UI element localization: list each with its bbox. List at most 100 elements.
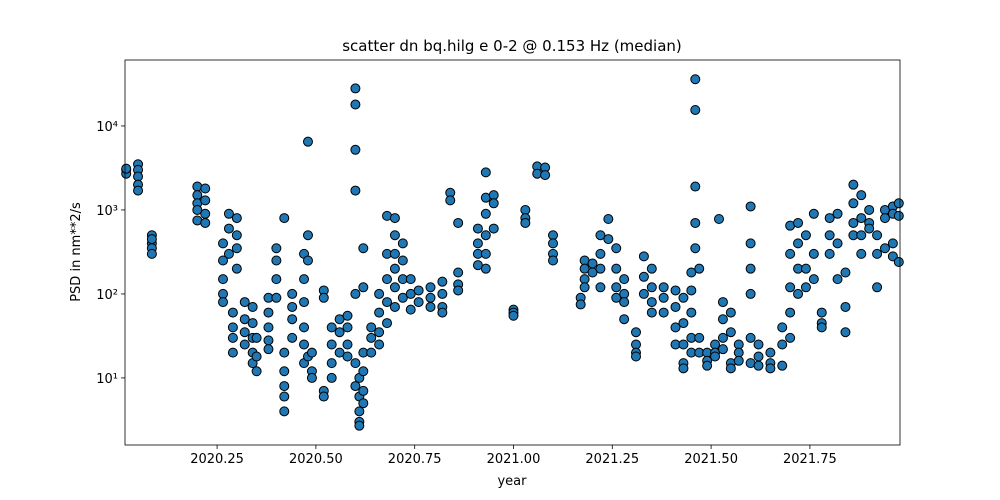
- point: [334, 327, 345, 338]
- point: [785, 332, 796, 343]
- point: [453, 217, 464, 228]
- point: [287, 288, 298, 299]
- point: [223, 223, 234, 234]
- point: [745, 288, 756, 299]
- point: [271, 292, 282, 303]
- point: [717, 332, 728, 343]
- point: [279, 381, 290, 392]
- x-axis-label: year: [497, 474, 527, 489]
- point: [358, 385, 369, 396]
- point: [717, 297, 728, 308]
- point: [231, 263, 242, 274]
- point: [611, 243, 622, 254]
- point: [793, 238, 804, 249]
- point: [382, 274, 393, 285]
- point: [800, 282, 811, 293]
- point: [753, 351, 764, 362]
- point: [425, 292, 436, 303]
- x-tick-label: 2020.75: [388, 452, 442, 467]
- point: [299, 297, 310, 308]
- point: [279, 366, 290, 377]
- point: [540, 170, 551, 181]
- chart-title: scatter dn bq.hilg e 0-2 @ 0.153 Hz (med…: [342, 37, 682, 55]
- point: [271, 274, 282, 285]
- point: [263, 344, 274, 355]
- point: [287, 332, 298, 343]
- point: [611, 263, 622, 274]
- point: [745, 332, 756, 343]
- x-tick-label: 2021.50: [684, 452, 738, 467]
- point: [445, 195, 456, 206]
- point: [397, 292, 408, 303]
- point: [631, 327, 642, 338]
- point: [745, 263, 756, 274]
- point: [413, 297, 424, 308]
- plot-frame: [124, 59, 901, 446]
- point: [318, 391, 329, 402]
- point: [658, 282, 669, 293]
- point: [354, 406, 365, 417]
- point: [670, 322, 681, 333]
- point: [366, 347, 377, 358]
- point: [218, 297, 229, 308]
- point: [824, 230, 835, 241]
- point: [765, 363, 776, 374]
- y-tick-label: 10⁴: [96, 120, 118, 135]
- x-tick-label: 2020.25: [190, 452, 244, 467]
- point: [231, 213, 242, 224]
- point: [306, 347, 317, 358]
- point: [227, 307, 238, 318]
- point: [453, 267, 464, 278]
- point: [306, 372, 317, 383]
- point: [480, 167, 491, 178]
- point: [710, 351, 721, 362]
- point: [745, 238, 756, 249]
- point: [595, 263, 606, 274]
- point: [389, 230, 400, 241]
- point: [133, 185, 144, 196]
- point: [480, 248, 491, 259]
- point: [824, 213, 835, 224]
- point: [694, 332, 705, 343]
- point: [218, 255, 229, 266]
- point: [840, 327, 851, 338]
- point: [350, 288, 361, 299]
- point: [227, 322, 238, 333]
- point: [864, 223, 875, 234]
- point: [694, 263, 705, 274]
- point: [251, 366, 262, 377]
- point: [793, 217, 804, 228]
- point: [437, 307, 448, 318]
- point: [856, 190, 867, 201]
- point: [670, 301, 681, 312]
- point: [146, 248, 157, 259]
- point: [840, 301, 851, 312]
- point: [702, 360, 713, 371]
- point: [374, 339, 385, 350]
- point: [350, 83, 361, 94]
- point: [271, 243, 282, 254]
- point: [239, 339, 250, 350]
- point: [342, 339, 353, 350]
- point: [223, 208, 234, 219]
- point: [848, 217, 859, 228]
- point: [334, 347, 345, 358]
- point: [251, 351, 262, 362]
- point: [318, 292, 329, 303]
- point: [690, 74, 701, 85]
- point: [299, 274, 310, 285]
- point: [717, 314, 728, 325]
- point: [856, 213, 867, 224]
- point: [646, 307, 657, 318]
- point: [678, 363, 689, 374]
- point: [686, 307, 697, 318]
- point: [227, 332, 238, 343]
- point: [646, 297, 657, 308]
- point: [389, 282, 400, 293]
- point: [389, 213, 400, 224]
- point: [263, 307, 274, 318]
- point: [437, 288, 448, 299]
- point: [239, 314, 250, 325]
- point: [686, 267, 697, 278]
